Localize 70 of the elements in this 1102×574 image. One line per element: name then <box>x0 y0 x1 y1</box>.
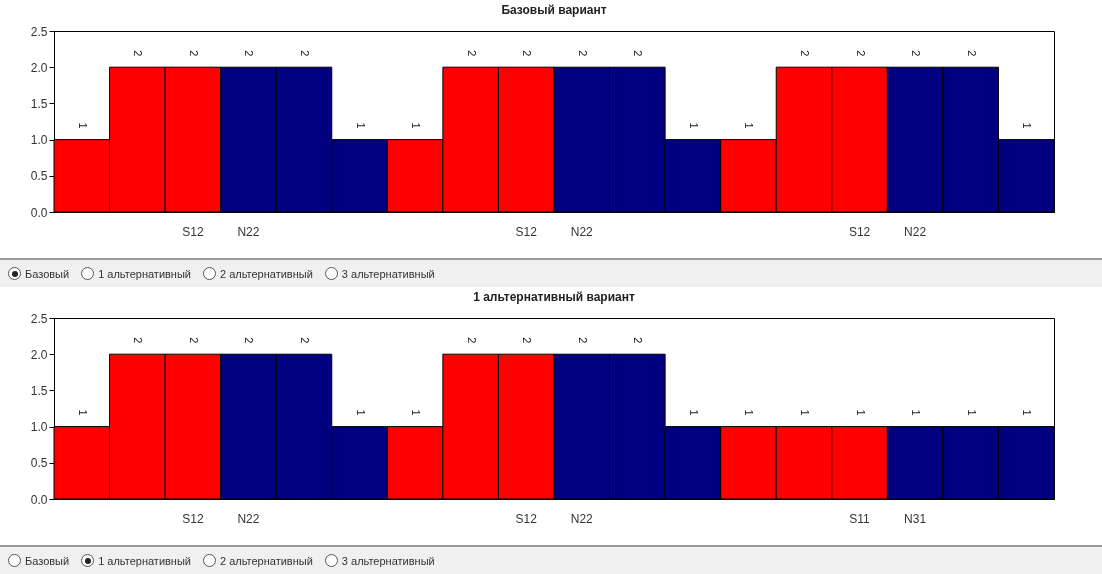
y-tick-label: 0.0 <box>30 492 48 507</box>
y-tick-label: 0.5 <box>30 169 48 184</box>
y-tick-label: 2.0 <box>30 60 48 75</box>
data-label: 1 <box>354 122 367 129</box>
data-label: 1 <box>910 409 923 416</box>
text: 2 альтернативный <box>220 554 313 567</box>
data-label: 2 <box>243 50 256 57</box>
data-label: 2 <box>299 50 311 57</box>
data-label: 2 <box>299 337 311 344</box>
x-tick-label: N22 <box>237 511 260 526</box>
text: 1 альтернативный <box>98 267 191 280</box>
data-label: 2 <box>521 50 534 57</box>
text: 3 альтернативный <box>341 267 435 280</box>
data-label: 2 <box>576 50 589 57</box>
data-label: 2 <box>187 50 200 57</box>
data-label: 1 <box>76 122 89 129</box>
data-label: 2 <box>243 337 256 344</box>
y-tick-label: 2.0 <box>30 347 48 362</box>
data-label: 1 <box>743 122 756 129</box>
x-tick-label: N22 <box>904 224 927 239</box>
x-tick-label: S12 <box>848 224 871 239</box>
text: 1 альтернативный <box>98 554 191 567</box>
y-tick-label: 0.5 <box>30 456 48 471</box>
data-label: 1 <box>743 409 756 416</box>
x-tick-label: S11 <box>849 511 871 526</box>
data-label: 2 <box>521 337 534 344</box>
data-label: 2 <box>854 50 867 57</box>
data-label: 1 <box>965 409 978 416</box>
data-label: 2 <box>132 50 145 57</box>
x-tick-label: S12 <box>515 224 538 239</box>
text: Базовый <box>25 554 70 567</box>
chart-title: Базовый вариант <box>501 3 607 17</box>
x-tick-label: N22 <box>570 224 594 239</box>
y-tick-label: 1.5 <box>30 383 48 398</box>
y-tick-label: 1.0 <box>30 420 48 435</box>
y-tick-label: 2.5 <box>30 311 48 326</box>
y-tick-label: 0.0 <box>30 205 48 220</box>
data-label: 1 <box>76 409 89 416</box>
data-label: 1 <box>687 122 700 129</box>
data-label: 1 <box>410 122 423 129</box>
x-tick-label: S12 <box>515 511 538 526</box>
y-tick-label: 1.0 <box>30 133 48 148</box>
data-label: 2 <box>465 50 478 57</box>
data-label: 1 <box>799 409 811 416</box>
x-tick-label: N22 <box>237 224 260 239</box>
data-label: 1 <box>854 409 867 416</box>
data-label: 2 <box>965 50 978 57</box>
data-label: 2 <box>187 337 200 344</box>
text: Базовый <box>25 267 70 280</box>
data-label: 2 <box>632 50 645 57</box>
x-tick-label: S12 <box>182 224 204 239</box>
y-tick-label: 2.5 <box>30 24 48 39</box>
data-label: 1 <box>354 409 367 416</box>
data-label: 1 <box>687 409 700 416</box>
x-tick-label: N22 <box>570 511 594 526</box>
data-label: 1 <box>1021 409 1034 416</box>
data-label: 2 <box>910 50 923 57</box>
data-label: 1 <box>410 409 423 416</box>
text: 3 альтернативный <box>341 554 435 567</box>
y-tick-label: 1.5 <box>30 96 48 111</box>
data-label: 2 <box>799 50 811 57</box>
data-label: 2 <box>576 337 589 344</box>
data-label: 1 <box>1021 122 1034 129</box>
x-tick-label: S12 <box>182 511 204 526</box>
chart-title: 1 альтернативный вариант <box>473 290 635 304</box>
data-label: 2 <box>465 337 478 344</box>
data-label: 2 <box>132 337 145 344</box>
data-label: 2 <box>632 337 645 344</box>
x-tick-label: N31 <box>904 511 927 526</box>
text: 2 альтернативный <box>220 267 313 280</box>
